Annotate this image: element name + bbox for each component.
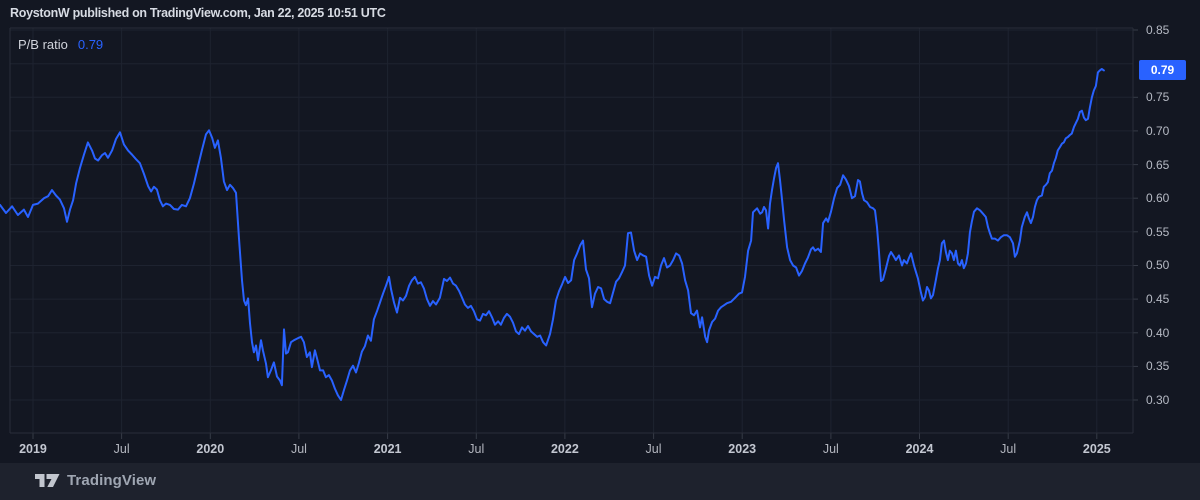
series-last-value: 0.79 [77, 37, 104, 52]
pb-ratio-line [0, 68, 1105, 401]
tradingview-logo-icon [35, 474, 60, 487]
price-axis[interactable] [1133, 28, 1200, 433]
last-price-badge: 0.79 [1139, 60, 1186, 81]
series-legend: P/B ratio 0.79 [18, 37, 103, 52]
attribution-text: RoystonW published on TradingView.com, J… [10, 6, 386, 20]
series-title: P/B ratio [18, 37, 68, 52]
tradingview-link[interactable]: TradingView [35, 472, 156, 489]
time-axis[interactable] [0, 433, 1133, 463]
tradingview-logo-text: TradingView [67, 472, 157, 489]
footer-bar: TradingView [0, 463, 1200, 500]
